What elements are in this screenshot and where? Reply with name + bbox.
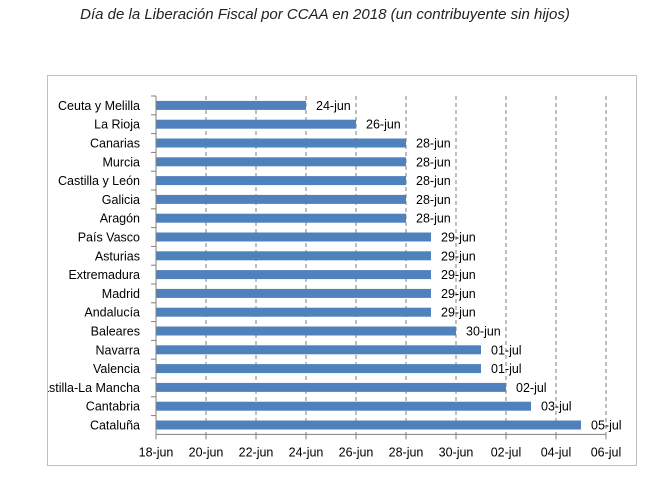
bar xyxy=(156,326,456,336)
bar xyxy=(156,270,431,280)
category-label: Cantabria xyxy=(86,400,140,414)
data-label: 29-jun xyxy=(441,249,476,263)
data-label: 02-jul xyxy=(516,381,547,395)
data-label: 28-jun xyxy=(416,212,451,226)
category-label: Navarra xyxy=(96,343,141,357)
data-label: 26-jun xyxy=(366,118,401,132)
bar xyxy=(156,288,431,298)
x-tick-label: 24-jun xyxy=(289,445,324,459)
axes xyxy=(151,95,607,440)
x-tick-label: 02-jul xyxy=(491,445,522,459)
category-label: Aragón xyxy=(100,212,140,226)
category-label: Baleares xyxy=(91,325,140,339)
category-label: Castilla y León xyxy=(58,174,140,188)
category-label: País Vasco xyxy=(78,231,140,245)
bar xyxy=(156,138,406,148)
data-label: 01-jul xyxy=(491,362,522,376)
chart-area: 18-jun 20-jun 22-jun 24-jun 26-jun 28-jun 30-j… xyxy=(47,75,637,466)
data-label: 03-jul xyxy=(541,400,572,414)
data-label: 28-jun xyxy=(416,193,451,207)
bar xyxy=(156,307,431,317)
data-label: 29-jun xyxy=(441,287,476,301)
x-tick-label: 26-jun xyxy=(339,445,374,459)
category-label: Galicia xyxy=(102,193,140,207)
bar-chart: 18-jun 20-jun 22-jun 24-jun 26-jun 28-jun 30-j… xyxy=(48,95,622,459)
category-label: Valencia xyxy=(93,362,140,376)
category-label: Madrid xyxy=(102,287,140,301)
x-tick-label: 20-jun xyxy=(189,445,224,459)
bar xyxy=(156,176,406,186)
data-label: 29-jun xyxy=(441,306,476,320)
bar xyxy=(156,364,481,374)
x-tick-label: 30-jun xyxy=(439,445,474,459)
x-tick-label: 06-jul xyxy=(591,445,622,459)
category-label: Murcia xyxy=(102,155,140,169)
data-label: 24-jun xyxy=(316,99,351,113)
gridlines xyxy=(205,96,607,435)
x-tick-label: 22-jun xyxy=(239,445,274,459)
x-tick-label: 18-jun xyxy=(139,445,174,459)
category-label: Ceuta y Melilla xyxy=(58,99,140,113)
data-label: 28-jun xyxy=(416,137,451,151)
bar xyxy=(156,232,431,242)
bar xyxy=(156,420,581,430)
category-label: Cataluña xyxy=(90,419,140,433)
x-tick-label: 28-jun xyxy=(389,445,424,459)
bar xyxy=(156,382,506,392)
category-label: Andalucía xyxy=(84,306,140,320)
bar xyxy=(156,213,406,223)
category-label: Asturias xyxy=(95,249,140,263)
labels: 18-jun 20-jun 22-jun 24-jun 26-jun 28-jun 30-j… xyxy=(48,99,622,459)
chart-title: Día de la Liberación Fiscal por CCAA en … xyxy=(80,6,570,23)
x-tick-label: 04-jul xyxy=(541,445,572,459)
category-label: Extremadura xyxy=(68,268,140,282)
category-label: Canarias xyxy=(90,137,140,151)
bar xyxy=(156,157,406,167)
category-label: La Rioja xyxy=(94,118,140,132)
bar xyxy=(156,251,431,261)
data-label: 29-jun xyxy=(441,231,476,245)
bars xyxy=(156,100,581,430)
category-label: Castilla-La Mancha xyxy=(48,381,140,395)
data-label: 01-jul xyxy=(491,343,522,357)
bar xyxy=(156,194,406,204)
data-label: 05-jul xyxy=(591,419,622,433)
data-label: 28-jun xyxy=(416,155,451,169)
bar xyxy=(156,401,531,411)
data-label: 28-jun xyxy=(416,174,451,188)
bar xyxy=(156,345,481,355)
bar xyxy=(156,100,306,110)
data-label: 29-jun xyxy=(441,268,476,282)
data-label: 30-jun xyxy=(466,325,501,339)
bar xyxy=(156,119,356,129)
